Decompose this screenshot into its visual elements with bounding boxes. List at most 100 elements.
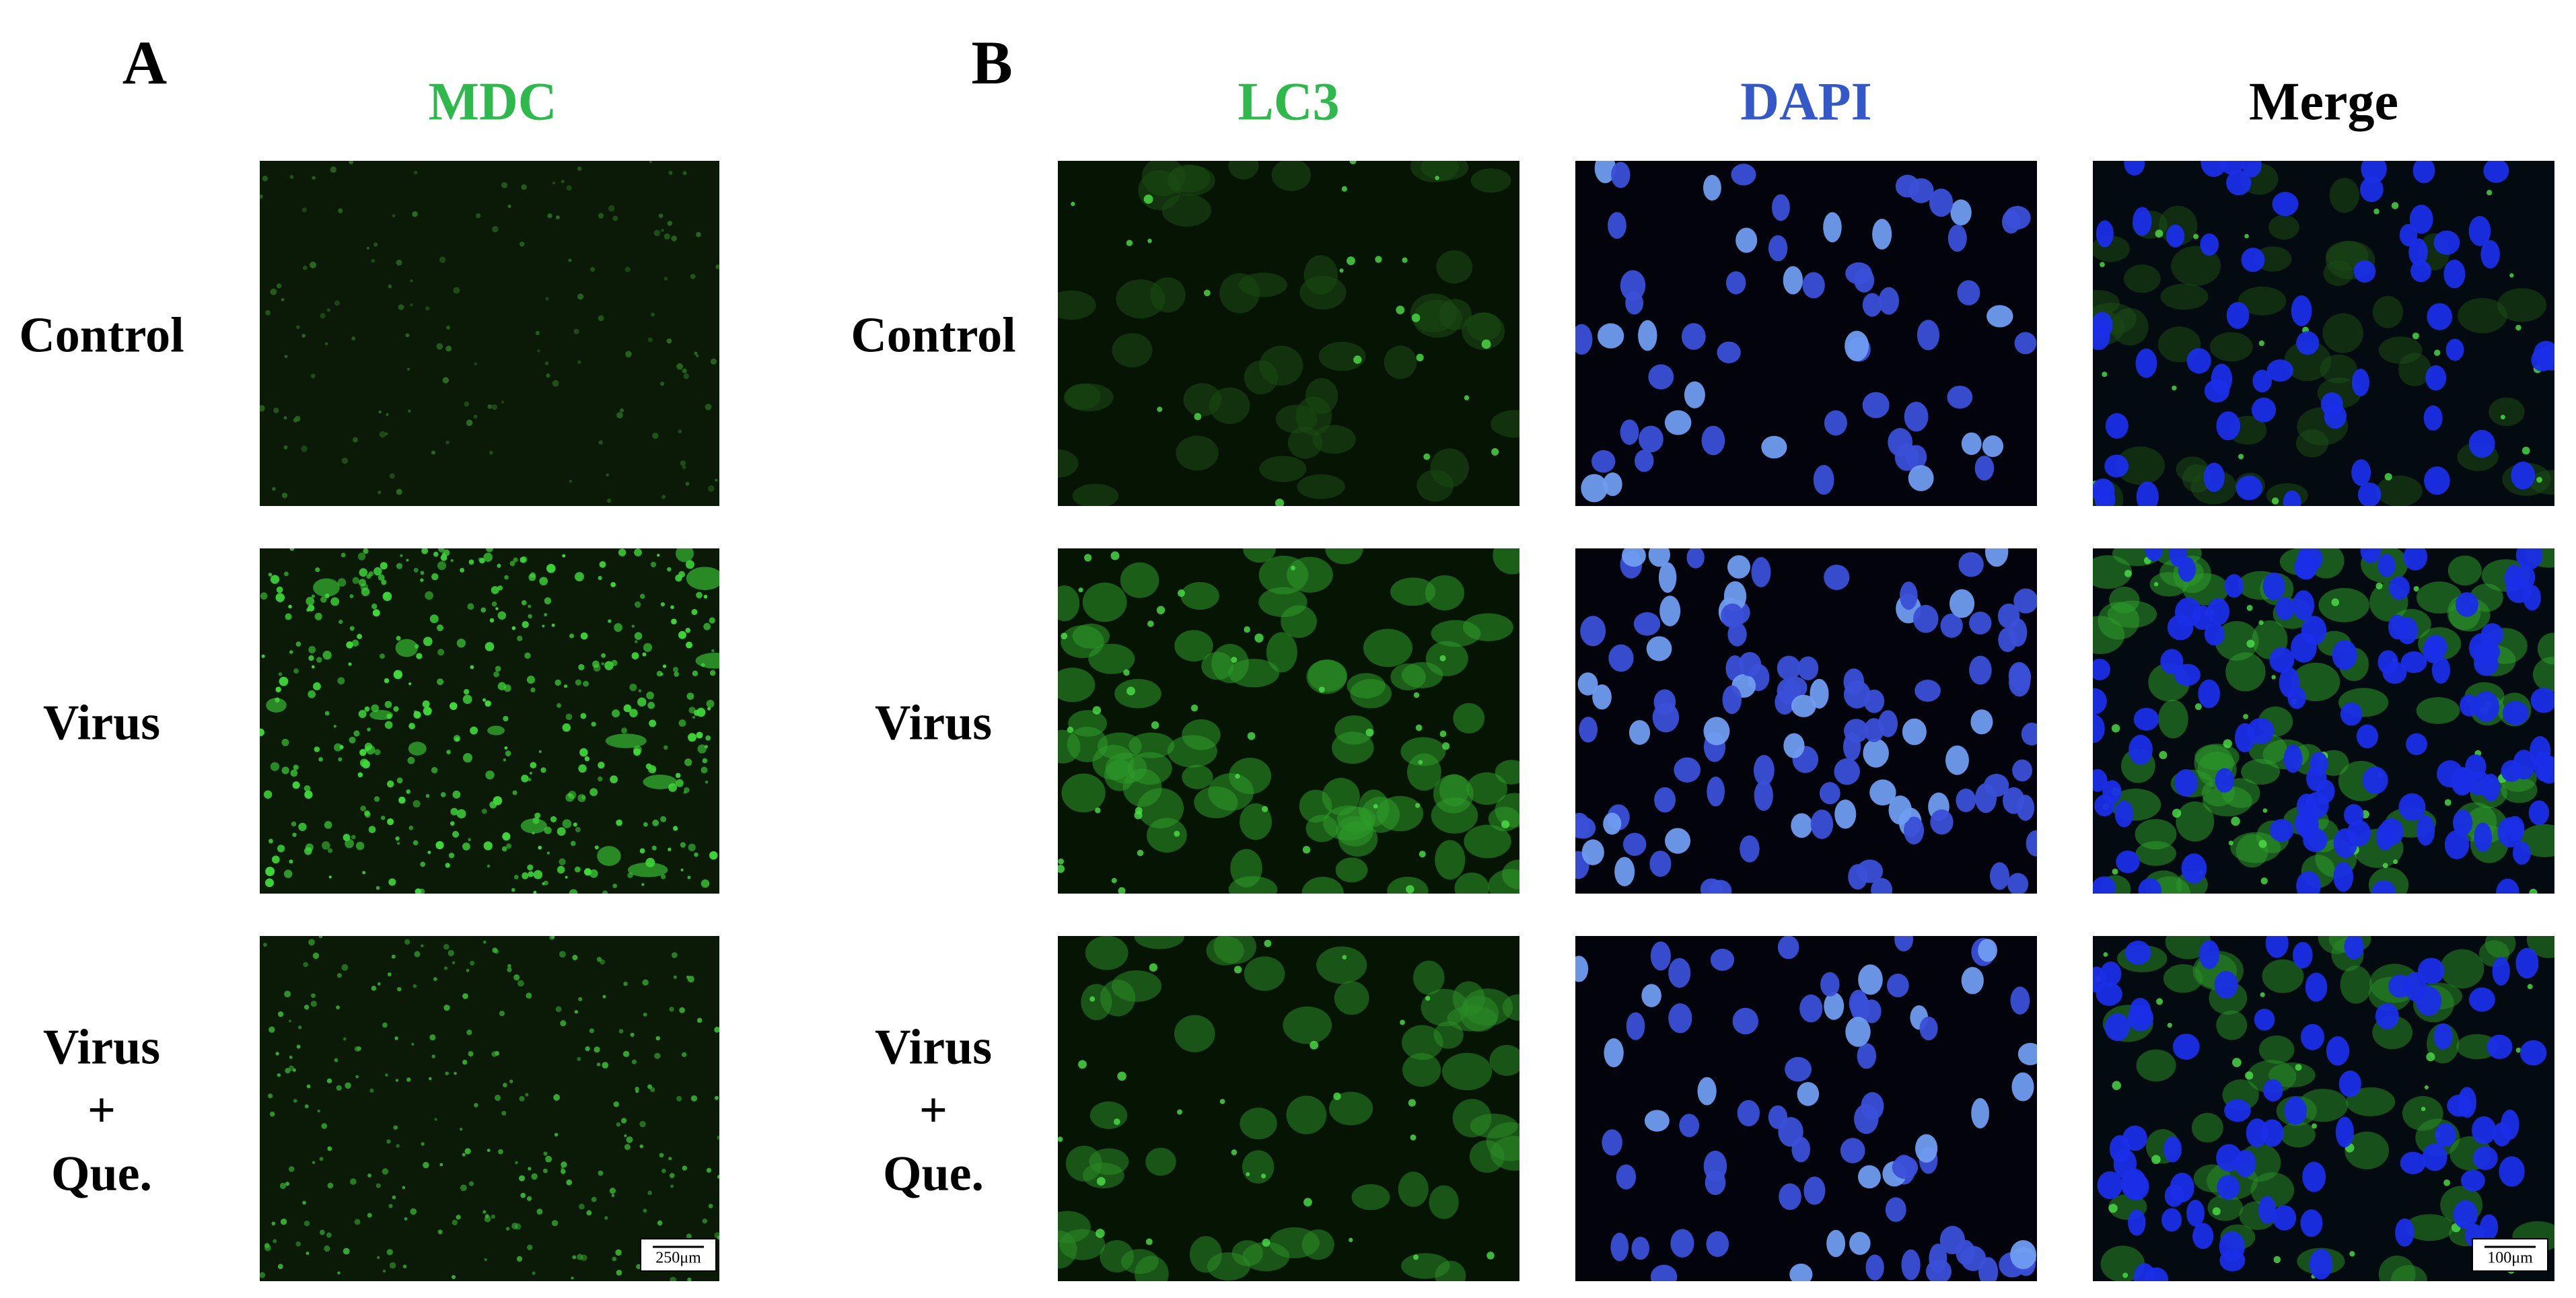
dot [573, 328, 579, 334]
dot [312, 176, 316, 180]
nucleus [1777, 936, 1799, 960]
dot [437, 1229, 443, 1235]
nucleus [2472, 1146, 2498, 1171]
dot [620, 408, 624, 412]
dot [375, 1183, 381, 1188]
dot [686, 1233, 692, 1239]
nucleus [2375, 823, 2394, 851]
dot [647, 337, 653, 342]
nucleus [1706, 1231, 1729, 1258]
dot [330, 166, 336, 173]
dot [604, 1216, 608, 1220]
dot [701, 766, 708, 774]
dot [295, 1241, 301, 1247]
dot [693, 709, 701, 716]
cell [1112, 332, 1153, 367]
nucleus [2396, 616, 2419, 645]
dot [314, 746, 320, 752]
dot [629, 683, 637, 691]
dot [509, 1079, 513, 1083]
dot [690, 274, 696, 279]
row-label: Virus [43, 1019, 160, 1075]
puncta [1439, 655, 1446, 661]
dot [468, 1181, 474, 1186]
dot [489, 450, 493, 455]
micrograph [260, 548, 719, 894]
column-header: Merge [2249, 72, 2398, 131]
dot [526, 676, 535, 684]
cell [1176, 435, 1219, 471]
cell [1167, 735, 1217, 768]
cell [1063, 383, 1114, 412]
cell [1460, 995, 1499, 1032]
column-header: LC3 [1238, 72, 1339, 131]
dot [310, 1001, 317, 1007]
dot [271, 855, 280, 864]
dot [292, 832, 297, 837]
nucleus [2422, 1143, 2447, 1171]
puncta [1118, 887, 1126, 894]
dot [502, 832, 511, 841]
nucleus [2009, 668, 2031, 697]
dot [366, 246, 370, 250]
dot [601, 662, 604, 665]
dot [694, 351, 698, 355]
puncta [1156, 606, 1166, 614]
nucleus [2013, 588, 2037, 614]
puncta [1145, 1238, 1153, 1246]
cell [2497, 288, 2547, 322]
nucleus [2362, 766, 2388, 795]
dot [686, 692, 694, 700]
dot [377, 982, 381, 986]
nucleus [2335, 1116, 2354, 1148]
nucleus [2251, 397, 2277, 423]
dot [354, 1219, 361, 1225]
dot [360, 805, 366, 812]
puncta [1373, 803, 1378, 809]
nucleus [1949, 589, 1975, 618]
dot [555, 1006, 562, 1013]
nucleus [2186, 348, 2211, 374]
puncta [1071, 201, 1075, 207]
dot [358, 579, 366, 587]
cell [2372, 295, 2403, 328]
dot [659, 381, 665, 386]
dot [431, 450, 435, 455]
dot [598, 575, 602, 581]
dot [651, 845, 657, 851]
nucleus [1802, 272, 1825, 299]
dot [704, 745, 709, 749]
dot [378, 490, 382, 495]
dot [495, 665, 501, 672]
dot [610, 582, 616, 587]
cluster [487, 725, 505, 735]
dot [635, 1086, 639, 1091]
dot [265, 878, 274, 888]
puncta [1415, 803, 1421, 808]
dot [562, 819, 572, 828]
cell [1325, 548, 1363, 565]
dot [364, 706, 370, 712]
dot [336, 972, 343, 978]
dot [262, 175, 269, 182]
dot [278, 672, 283, 676]
dot [608, 205, 615, 212]
nucleus [1939, 1225, 1966, 1255]
dot [624, 1134, 627, 1137]
dot [443, 966, 448, 970]
cell [2216, 1010, 2248, 1040]
dot [561, 1161, 567, 1168]
dot [544, 613, 548, 617]
dot [516, 1256, 523, 1262]
dot [387, 818, 394, 826]
dot [635, 640, 638, 643]
dot [269, 1026, 275, 1033]
nucleus [1969, 611, 1992, 635]
dot [326, 1232, 332, 1238]
dot [410, 303, 413, 307]
dot [684, 758, 692, 766]
nucleus [2357, 482, 2382, 506]
dot [512, 790, 517, 795]
dot [501, 1110, 507, 1116]
dot [717, 1235, 719, 1240]
